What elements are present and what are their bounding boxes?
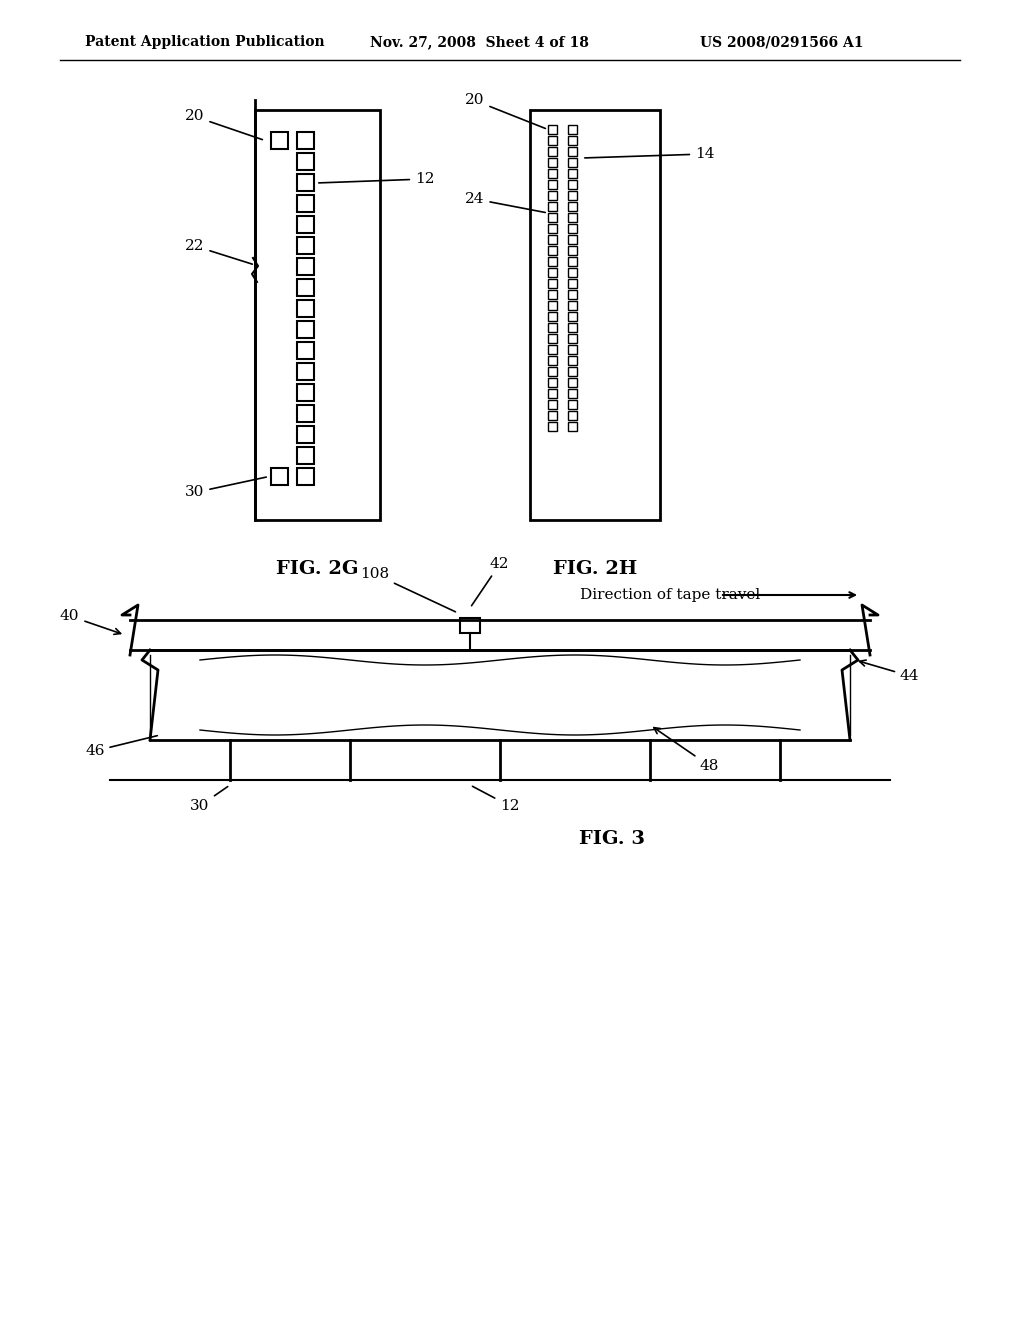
Text: 46: 46 xyxy=(85,735,158,758)
Text: FIG. 3: FIG. 3 xyxy=(579,830,645,847)
Text: 22: 22 xyxy=(185,239,252,264)
Text: Patent Application Publication: Patent Application Publication xyxy=(85,36,325,49)
Text: 12: 12 xyxy=(318,172,434,186)
Text: Direction of tape travel: Direction of tape travel xyxy=(580,587,760,602)
Text: 24: 24 xyxy=(465,191,545,213)
Text: Nov. 27, 2008  Sheet 4 of 18: Nov. 27, 2008 Sheet 4 of 18 xyxy=(370,36,589,49)
Text: 14: 14 xyxy=(585,147,715,161)
Text: 48: 48 xyxy=(654,727,720,774)
Text: US 2008/0291566 A1: US 2008/0291566 A1 xyxy=(700,36,863,49)
Text: FIG. 2G: FIG. 2G xyxy=(276,560,358,578)
Text: 30: 30 xyxy=(190,787,227,813)
Text: 44: 44 xyxy=(859,660,920,682)
Text: FIG. 2H: FIG. 2H xyxy=(553,560,637,578)
Text: 20: 20 xyxy=(465,94,546,128)
Text: 12: 12 xyxy=(472,787,519,813)
Text: 42: 42 xyxy=(472,557,510,606)
Text: 108: 108 xyxy=(360,568,456,612)
Text: 30: 30 xyxy=(185,477,266,499)
Text: 40: 40 xyxy=(60,609,121,635)
Text: 20: 20 xyxy=(185,110,262,140)
